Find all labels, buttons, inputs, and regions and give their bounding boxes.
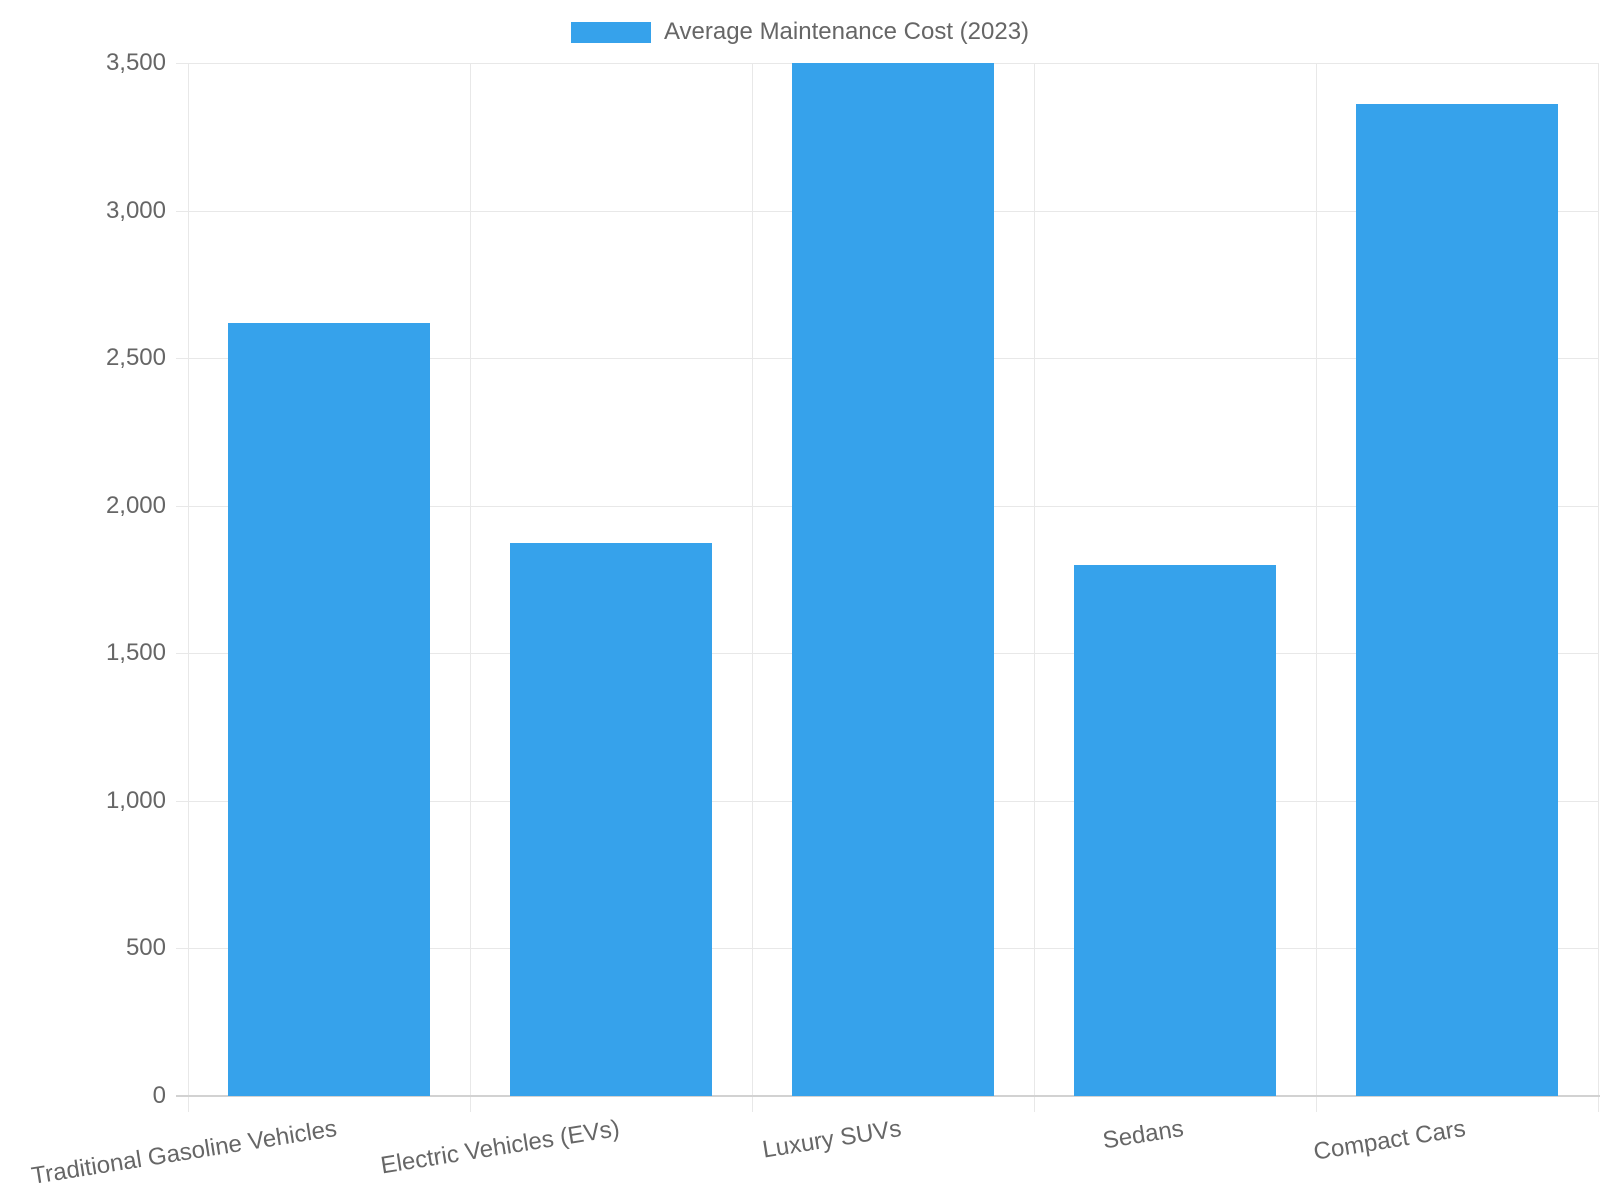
y-axis-tick-label: 1,500 (105, 639, 166, 666)
bar-3[interactable] (792, 63, 994, 1096)
x-gridline (470, 63, 471, 1112)
bar-4[interactable] (1074, 565, 1276, 1096)
x-axis-tick-label: Luxury SUVs (760, 1115, 904, 1164)
y-axis-tick-label: 3,500 (105, 49, 166, 76)
x-gridline (188, 63, 189, 1112)
x-axis-tick-label: Sedans (1100, 1115, 1186, 1155)
bar-1[interactable] (228, 323, 430, 1096)
legend-label: Average Maintenance Cost (2023) (663, 18, 1030, 45)
legend-swatch-icon (570, 21, 651, 43)
x-axis-tick-label: Traditional Gasoline Vehicles (30, 1115, 340, 1190)
legend-item[interactable]: Average Maintenance Cost (2023) (570, 18, 1030, 47)
y-axis-tick-label: 0 (152, 1082, 166, 1109)
bar-5[interactable] (1356, 104, 1558, 1096)
x-axis-tick-label: Electric Vehicles (EVs) (378, 1115, 622, 1180)
y-axis-tick-label: 3,000 (105, 197, 166, 224)
bar-2[interactable] (510, 543, 712, 1096)
y-axis-tick-label: 2,500 (105, 344, 166, 371)
x-gridline (752, 63, 753, 1112)
x-axis-line (176, 1095, 1600, 1097)
x-gridline (1034, 63, 1035, 1112)
y-axis-tick-label: 500 (125, 934, 166, 961)
x-gridline (1598, 63, 1599, 1112)
y-axis-tick-label: 2,000 (105, 492, 166, 519)
x-axis-tick-label: Compact Cars (1311, 1115, 1468, 1166)
legend: Average Maintenance Cost (2023) (0, 18, 1600, 47)
y-axis-tick-label: 1,000 (105, 787, 166, 814)
x-gridline (1316, 63, 1317, 1112)
